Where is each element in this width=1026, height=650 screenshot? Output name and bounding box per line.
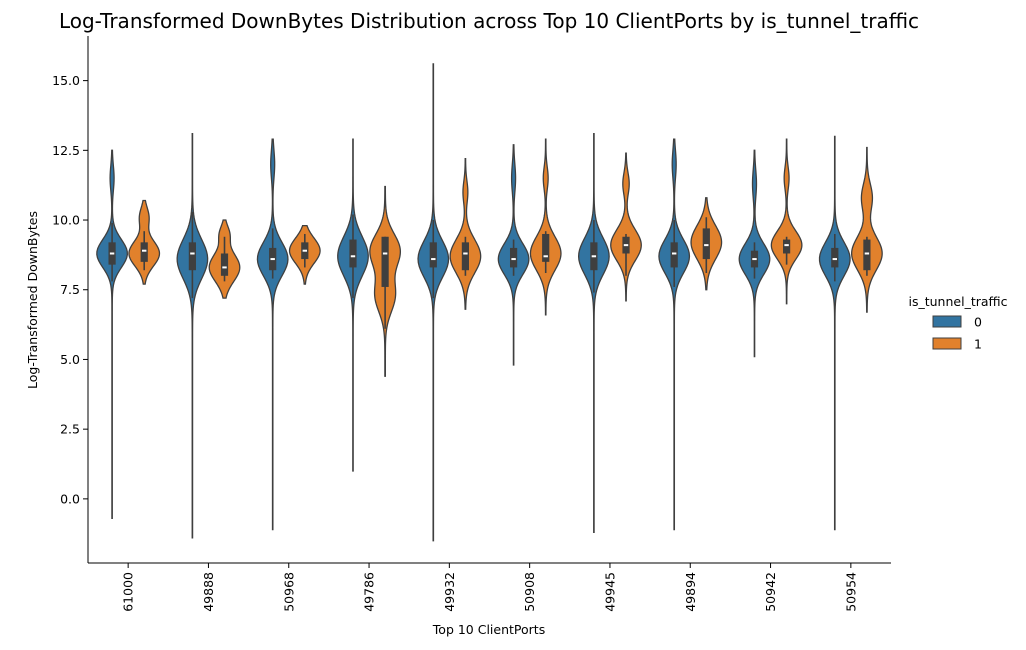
legend: is_tunnel_traffic 0 1: [909, 294, 1008, 352]
violin-body: [337, 138, 369, 472]
violin-median: [431, 258, 436, 261]
y-tick-label: 12.5: [52, 143, 80, 158]
legend-title: is_tunnel_traffic: [909, 294, 1008, 309]
violin-median: [350, 255, 356, 258]
legend-label: 0: [974, 315, 982, 330]
violin-body: [658, 138, 691, 531]
y-axis-label: Log-Transformed DownBytes: [25, 211, 40, 389]
violin-body: [577, 132, 610, 533]
violin-iqr-box: [863, 239, 871, 271]
x-tick-label: 50942: [763, 572, 778, 612]
y-tick-label: 2.5: [60, 422, 80, 437]
violin-body: [770, 138, 803, 305]
violin-iqr-box: [188, 242, 196, 271]
violin-median: [270, 258, 275, 261]
x-tick-label: 61000: [121, 572, 136, 612]
violin-median: [864, 252, 870, 255]
x-axis: 61000 49888 50968 49786 49932 50908 49945 49894…: [88, 562, 891, 612]
violin-iqr-box: [831, 247, 839, 268]
violin-iqr-box: [349, 239, 357, 268]
violin-median: [671, 252, 677, 255]
violin-body: [449, 158, 482, 310]
violin-body: [529, 138, 562, 316]
violin-median: [222, 266, 227, 269]
violin-iqr-box: [509, 247, 518, 268]
x-tick-label: 50968: [281, 572, 296, 612]
x-tick-label: 49932: [442, 572, 457, 612]
violin-iqr-box: [542, 233, 550, 262]
violin-median: [591, 255, 597, 258]
legend-swatch: [932, 337, 962, 350]
violin-median: [142, 249, 147, 252]
violin-median: [302, 249, 308, 252]
legend-label: 1: [974, 337, 982, 352]
violin-body: [256, 138, 289, 531]
violin-iqr-box: [670, 242, 678, 268]
y-tick-label: 7.5: [60, 282, 80, 297]
y-axis: 0.0 2.5 5.0 7.5 10.0 12.5 15.0: [52, 36, 89, 563]
x-tick-label: 49894: [683, 572, 698, 612]
violin-median: [511, 258, 516, 261]
legend-swatch: [932, 315, 962, 328]
violin-body: [818, 135, 851, 531]
y-tick-label: 15.0: [52, 73, 80, 88]
x-tick-label: 49945: [602, 572, 617, 612]
violin-median: [832, 258, 837, 261]
violin-iqr-box: [220, 253, 229, 276]
violin-body: [96, 149, 129, 520]
violin-iqr-box: [461, 242, 470, 271]
violin-median: [190, 252, 195, 255]
x-tick-label: 50954: [843, 572, 858, 612]
x-axis-label: Top 10 ClientPorts: [432, 622, 545, 637]
violin-iqr-box: [702, 228, 710, 260]
violin-iqr-box: [783, 239, 791, 254]
x-tick-label: 49786: [362, 572, 377, 612]
violin-body: [850, 146, 883, 313]
violin-median: [623, 244, 629, 247]
violin-iqr-box: [381, 236, 389, 287]
y-tick-label: 10.0: [52, 213, 80, 228]
violin-median: [752, 258, 757, 261]
violin-body: [417, 63, 450, 542]
violin-iqr-box: [140, 242, 148, 262]
violin-iqr-box: [429, 242, 437, 268]
violin-median: [463, 252, 468, 255]
x-tick-label: 49888: [201, 572, 216, 612]
violin-body: [610, 152, 642, 302]
violin-body: [176, 132, 209, 539]
plot-area: [96, 63, 883, 542]
violin-median: [784, 244, 789, 247]
violin-median: [543, 255, 548, 258]
violin-median: [109, 252, 115, 255]
violin-median: [382, 252, 388, 255]
violin-median: [704, 244, 709, 247]
chart-title: Log-Transformed DownBytes Distribution a…: [59, 9, 919, 33]
y-tick-label: 5.0: [60, 352, 80, 367]
x-tick-label: 50908: [522, 572, 537, 612]
y-tick-label: 0.0: [60, 491, 80, 506]
